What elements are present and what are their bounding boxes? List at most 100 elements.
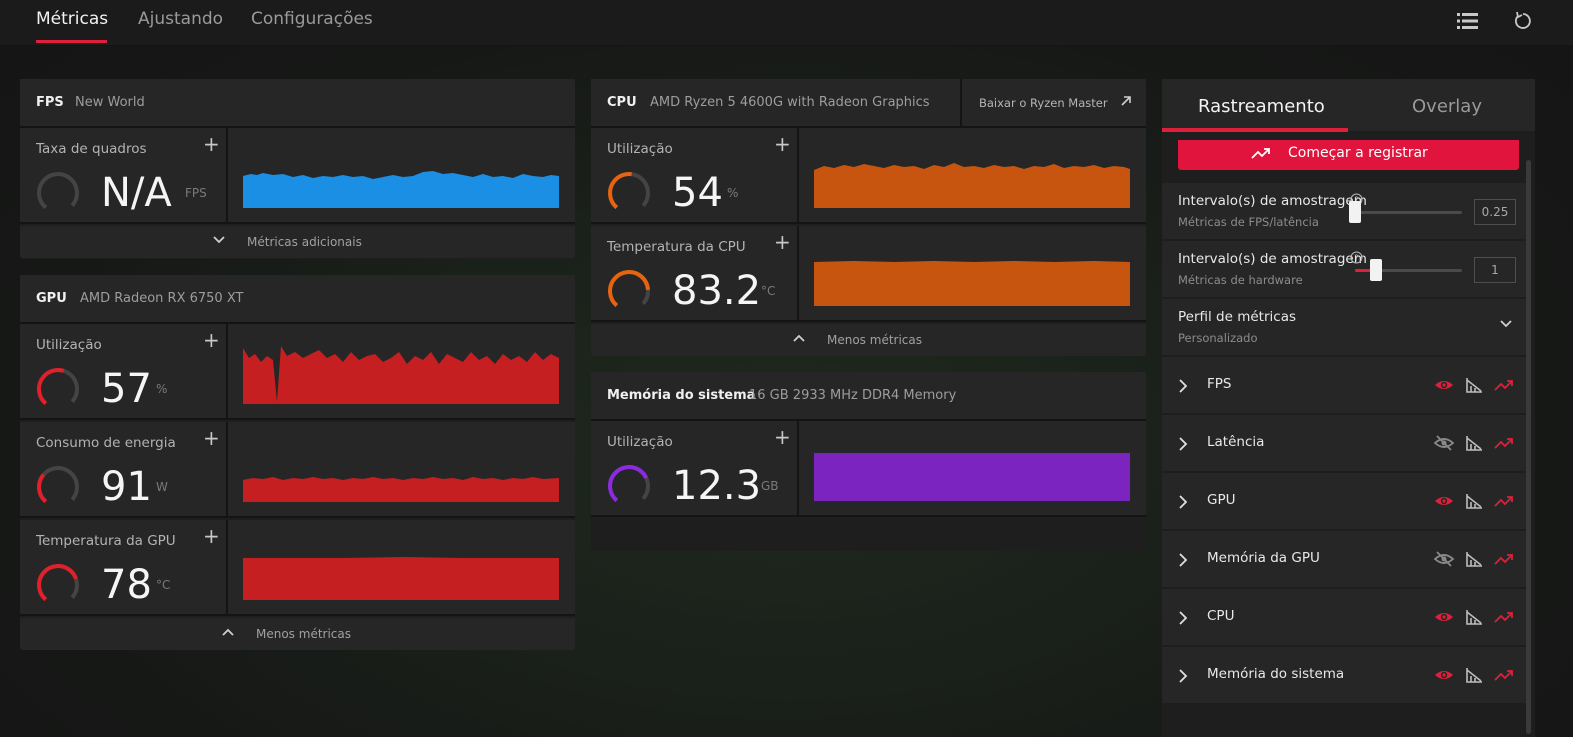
fps-additional-metrics-toggle[interactable]: Métricas adicionais [20, 226, 575, 258]
trend-icon[interactable] [1493, 550, 1515, 568]
chart-icon[interactable] [1463, 492, 1485, 510]
memory-utilization-chart [814, 453, 1130, 501]
tab-ajustando[interactable]: Ajustando [138, 9, 224, 29]
sampling-hw-title: Intervalo(s) de amostragem [1178, 251, 1367, 267]
add-metric-icon[interactable]: + [203, 426, 220, 450]
eye-icon[interactable] [1433, 666, 1455, 684]
chart-icon[interactable] [1463, 608, 1485, 626]
category-row-gpu-memory[interactable]: Memória da GPU [1162, 531, 1527, 587]
add-metric-icon[interactable]: + [774, 230, 791, 254]
ryzen-master-label: Baixar o Ryzen Master [979, 96, 1108, 110]
metric-label: Temperatura da CPU [607, 239, 746, 255]
metric-summary: Utilização + 12.3 GB [591, 421, 799, 517]
start-recording-button[interactable]: Começar a registrar [1178, 140, 1519, 170]
add-metric-icon[interactable]: + [774, 132, 791, 156]
gauge-icon [608, 172, 650, 214]
sampling-hw-input[interactable]: 1 [1474, 257, 1516, 283]
sampling-fps-input[interactable]: 0.25 [1474, 199, 1516, 225]
cpu-panel-subtitle: AMD Ryzen 5 4600G with Radeon Graphics [650, 95, 930, 110]
chevron-up-icon [222, 628, 234, 636]
chevron-right-icon [1179, 437, 1188, 451]
category-label: CPU [1207, 608, 1235, 624]
add-metric-icon[interactable]: + [203, 328, 220, 352]
help-icon[interactable]: ? [1350, 251, 1363, 264]
metric-label: Temperatura da GPU [36, 533, 176, 549]
eye-off-icon[interactable] [1433, 434, 1455, 452]
metric-summary: Temperatura da CPU + 83.2 °C [591, 226, 799, 322]
tab-overlay[interactable]: Overlay [1412, 96, 1482, 117]
metric-summary: Utilização + 54 % [591, 128, 799, 224]
category-row-cpu[interactable]: CPU [1162, 589, 1527, 645]
trend-icon[interactable] [1493, 666, 1515, 684]
metric-label: Consumo de energia [36, 435, 176, 451]
sampling-fps-slider[interactable] [1349, 201, 1462, 223]
chart-icon[interactable] [1463, 550, 1485, 568]
gpu-less-metrics-toggle[interactable]: Menos métricas [20, 618, 575, 650]
reset-icon[interactable] [1510, 10, 1536, 32]
metric-summary: Temperatura da GPU + 78 °C [20, 520, 228, 616]
gauge-icon [608, 465, 650, 507]
gauge-icon [37, 466, 79, 508]
tab-rastreamento[interactable]: Rastreamento [1198, 96, 1325, 117]
tab-metricas[interactable]: Métricas [36, 9, 109, 29]
eye-off-icon[interactable] [1433, 550, 1455, 568]
trend-icon[interactable] [1493, 608, 1515, 626]
add-metric-icon[interactable]: + [774, 425, 791, 449]
gpu-utilization-card: Utilização + 57 % [20, 324, 575, 420]
chart-icon[interactable] [1463, 666, 1485, 684]
eye-icon[interactable] [1433, 492, 1455, 510]
memory-panel-subtitle: 16 GB 2933 MHz DDR4 Memory [749, 388, 957, 403]
chevron-right-icon [1179, 379, 1188, 393]
metric-value: 91 [101, 464, 152, 510]
category-row-latencia[interactable]: Latência [1162, 415, 1527, 471]
metric-unit: °C [761, 284, 776, 298]
chevron-right-icon [1179, 611, 1188, 625]
category-label: Memória da GPU [1207, 550, 1320, 566]
metric-unit: W [156, 480, 168, 494]
footer-label: Menos métricas [256, 627, 351, 641]
tracking-scrollbar[interactable] [1526, 160, 1531, 734]
chevron-right-icon [1179, 495, 1188, 509]
category-row-gpu[interactable]: GPU [1162, 473, 1527, 529]
eye-icon[interactable] [1433, 608, 1455, 626]
svg-text:?: ? [1354, 254, 1358, 263]
trend-icon[interactable] [1493, 492, 1515, 510]
cpu-less-metrics-toggle[interactable]: Menos métricas [591, 324, 1146, 356]
metrics-profile-dropdown[interactable]: Perfil de métricas Personalizado [1162, 299, 1527, 355]
category-label: FPS [1207, 376, 1232, 392]
memory-panel-title: Memória do sistema [607, 388, 756, 403]
category-label: GPU [1207, 492, 1236, 508]
cpu-temperature-card: Temperatura da CPU + 83.2 °C [591, 226, 1146, 322]
top-nav: Métricas Ajustando Configurações [0, 0, 1573, 46]
chart-icon[interactable] [1463, 376, 1485, 394]
metric-value: 57 [101, 366, 152, 412]
slider-thumb[interactable] [1349, 201, 1361, 223]
category-row-fps[interactable]: FPS [1162, 357, 1527, 413]
fps-panel-header: FPS New World [20, 79, 575, 128]
trend-icon[interactable] [1493, 376, 1515, 394]
tracking-tabs: Rastreamento Overlay [1162, 79, 1535, 132]
add-metric-icon[interactable]: + [203, 524, 220, 548]
cpu-utilization-chart [814, 163, 1130, 208]
tab-configuracoes[interactable]: Configurações [251, 9, 373, 29]
trend-icon[interactable] [1493, 434, 1515, 452]
ryzen-master-link[interactable]: Baixar o Ryzen Master [960, 79, 1146, 126]
metric-summary: Consumo de energia + 91 W [20, 422, 228, 518]
category-row-system-memory[interactable]: Memória do sistema [1162, 647, 1527, 703]
list-icon[interactable] [1455, 10, 1481, 32]
sampling-hw-subtitle: Métricas de hardware [1178, 273, 1303, 287]
metric-unit: % [727, 186, 739, 200]
slider-thumb[interactable] [1370, 259, 1382, 281]
category-label: Latência [1207, 434, 1265, 450]
chart-icon[interactable] [1463, 434, 1485, 452]
sampling-hw-slider[interactable] [1355, 259, 1462, 281]
metric-unit: GB [761, 479, 779, 493]
memory-utilization-card: Utilização + 12.3 GB [591, 421, 1146, 517]
gpu-temperature-chart [243, 557, 559, 600]
metric-value: 54 [672, 170, 723, 216]
add-metric-icon[interactable]: + [203, 132, 220, 156]
cpu-temperature-chart [814, 261, 1130, 306]
eye-icon[interactable] [1433, 376, 1455, 394]
metric-unit: FPS [185, 186, 207, 200]
metric-summary: Taxa de quadros + N/A FPS [20, 128, 228, 224]
